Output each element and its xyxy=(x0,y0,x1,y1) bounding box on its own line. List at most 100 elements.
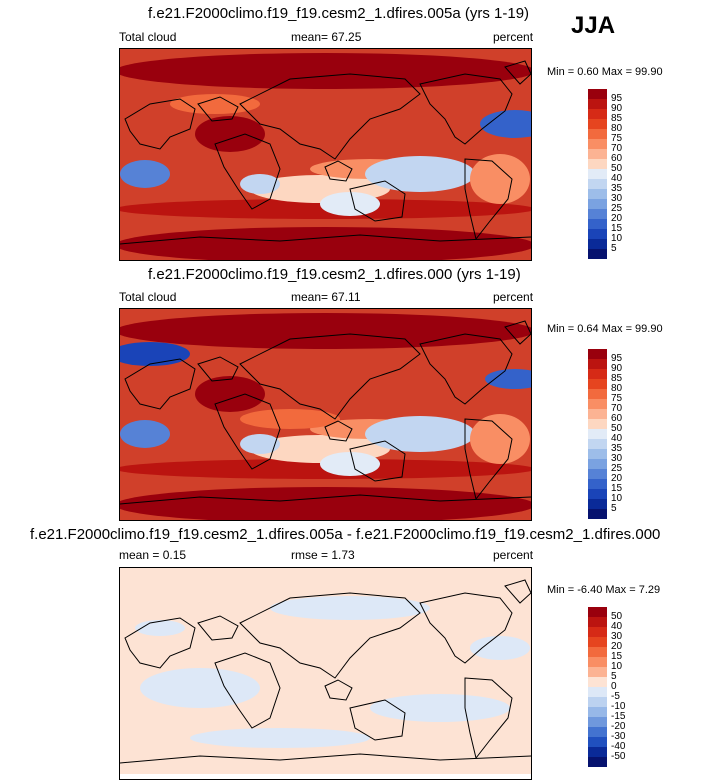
colorbar-swatch xyxy=(588,99,607,109)
coastline xyxy=(504,60,531,85)
coastline xyxy=(504,320,531,345)
field-contour xyxy=(120,227,531,260)
rmse-label: rmse = 1.73 xyxy=(291,548,355,562)
colorbar-swatch xyxy=(588,737,607,747)
colorbar-tick-label: 70 xyxy=(611,403,623,414)
coastline xyxy=(120,494,531,505)
colorbar-swatch xyxy=(588,479,607,489)
field-contour xyxy=(140,668,260,708)
colorbar-tick-label: 40 xyxy=(611,621,623,632)
colorbar-tick-label: 95 xyxy=(611,353,623,364)
colorbar-swatch xyxy=(588,169,607,179)
coastline xyxy=(120,234,531,245)
colorbar-tick-label: 5 xyxy=(611,243,617,254)
colorbar-swatch xyxy=(588,419,607,429)
colorbar-tick-label: 15 xyxy=(611,651,623,662)
colorbar-tick-label: -30 xyxy=(611,731,626,742)
colorbar-tick-label: -20 xyxy=(611,721,626,732)
colorbar-swatch xyxy=(588,627,607,637)
colorbar-swatch xyxy=(588,499,607,509)
colorbar-swatch xyxy=(588,637,607,647)
coastline xyxy=(124,98,196,150)
colorbar-swatch xyxy=(588,469,607,479)
colorbar: 95 90 85 80 75 70 60 50 40 35 30 25 20 15 10 5 xyxy=(588,89,622,259)
colorbar-swatch xyxy=(588,449,607,459)
map-plot xyxy=(119,308,532,521)
colorbar-tick-label: 75 xyxy=(611,393,623,404)
field-contour xyxy=(485,369,531,389)
colorbar-swatch xyxy=(588,159,607,169)
colorbar-tick-label: -40 xyxy=(611,741,626,752)
colorbar-tick-label: 20 xyxy=(611,641,623,652)
colorbar-swatch xyxy=(588,687,607,697)
colorbar-swatch xyxy=(588,509,607,519)
map-plot xyxy=(119,48,532,261)
colorbar-tick-label: 25 xyxy=(611,203,623,214)
colorbar-tick-label: 85 xyxy=(611,113,623,124)
colorbar-tick-label: 20 xyxy=(611,473,623,484)
colorbar-swatch xyxy=(588,399,607,409)
colorbar-swatch xyxy=(588,199,607,209)
colorbar-tick-label: 70 xyxy=(611,143,623,154)
colorbar-swatch xyxy=(588,429,607,439)
panel-title: f.e21.F2000climo.f19_f19.cesm2_1.dfires.… xyxy=(148,5,530,22)
colorbar-swatch xyxy=(588,149,607,159)
panel-title: f.e21.F2000climo.f19_f19.cesm2_1.dfires.… xyxy=(30,526,661,543)
colorbar-tick-label: 35 xyxy=(611,183,623,194)
mean-label: mean= 67.25 xyxy=(291,30,362,44)
colorbar-tick-label: 50 xyxy=(611,423,623,434)
colorbar-tick-label: 95 xyxy=(611,93,623,104)
colorbar-tick-label: -15 xyxy=(611,711,626,722)
colorbar-swatch xyxy=(588,229,607,239)
field-contour xyxy=(195,376,265,412)
colorbar-swatch xyxy=(588,607,607,617)
field-contour xyxy=(120,160,170,188)
coastline xyxy=(197,615,239,641)
colorbar-swatch xyxy=(588,697,607,707)
field-contour xyxy=(365,156,475,192)
colorbar-tick-label: 0 xyxy=(611,681,617,692)
colorbar-swatch xyxy=(588,369,607,379)
colorbar-tick-label: 5 xyxy=(611,671,617,682)
minmax-label: Min = 0.64 Max = 99.90 xyxy=(547,323,663,335)
colorbar-tick-label: 40 xyxy=(611,433,623,444)
map-plot xyxy=(119,567,532,780)
field-contour xyxy=(470,636,530,660)
colorbar-swatch xyxy=(588,727,607,737)
coastline xyxy=(120,753,531,764)
field-contour xyxy=(190,728,370,748)
field-contour xyxy=(320,452,380,476)
field-contour xyxy=(240,434,280,454)
colorbar-tick-label: 80 xyxy=(611,123,623,134)
mean-label: mean = 0.15 xyxy=(119,548,187,562)
colorbar-swatch xyxy=(588,757,607,767)
field-contour xyxy=(120,53,531,89)
field-contour xyxy=(120,420,170,448)
coastline xyxy=(504,579,531,604)
colorbar-swatch xyxy=(588,717,607,727)
colorbar-swatch xyxy=(588,657,607,667)
field-contour xyxy=(470,154,530,204)
colorbar-tick-label: 30 xyxy=(611,453,623,464)
colorbar-swatch xyxy=(588,89,607,99)
colorbar-swatch xyxy=(588,747,607,757)
colorbar-swatch xyxy=(588,409,607,419)
coastline xyxy=(239,73,421,160)
minmax-label: Min = 0.60 Max = 99.90 xyxy=(547,66,663,78)
field-contour xyxy=(270,596,430,620)
colorbar-swatch xyxy=(588,179,607,189)
colorbar-tick-label: 80 xyxy=(611,383,623,394)
colorbar-tick-label: 60 xyxy=(611,413,623,424)
colorbar-tick-label: 90 xyxy=(611,103,623,114)
coastline xyxy=(214,133,281,210)
mean-label: mean= 67.11 xyxy=(291,290,361,304)
field-contour xyxy=(240,409,340,429)
coastline xyxy=(239,333,421,420)
coastline xyxy=(349,440,406,482)
colorbar-swatch xyxy=(588,209,607,219)
colorbar-swatch xyxy=(588,617,607,627)
colorbar-swatch xyxy=(588,647,607,657)
coastline xyxy=(464,158,513,241)
colorbar-tick-label: 30 xyxy=(611,193,623,204)
field-contour xyxy=(120,313,531,349)
